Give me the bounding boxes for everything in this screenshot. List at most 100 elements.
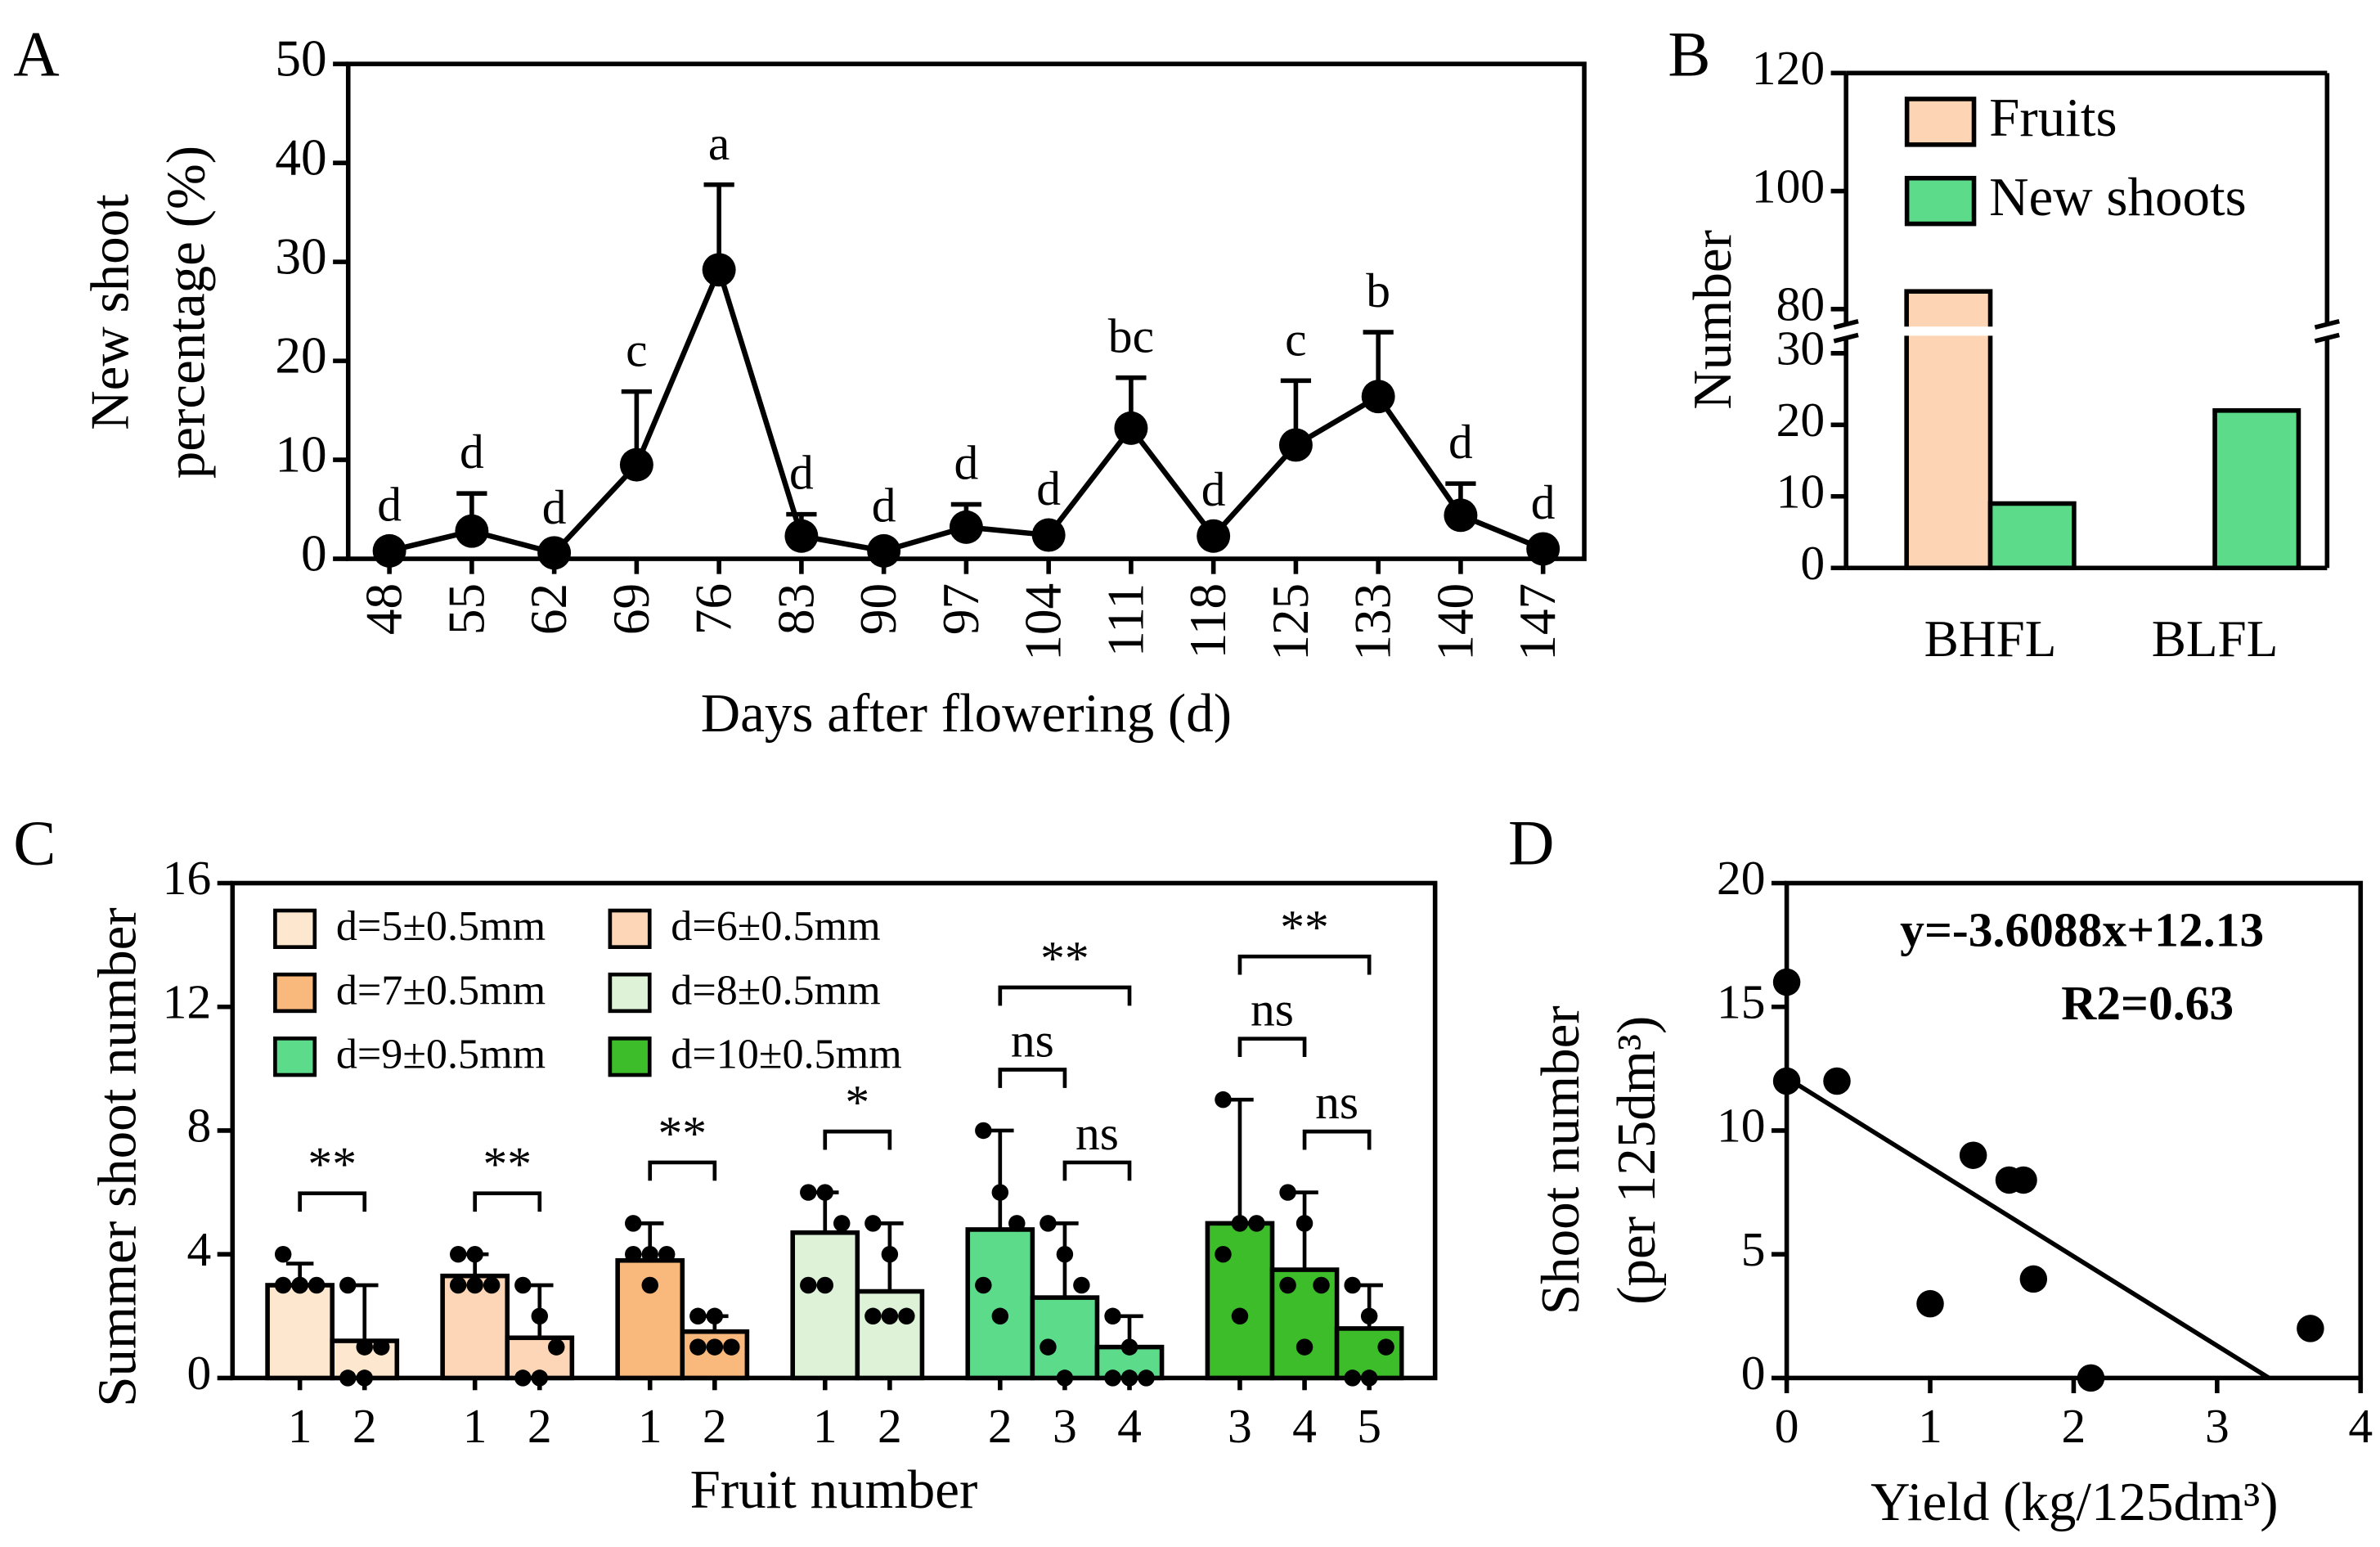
x-tick-label: 104	[1015, 583, 1072, 661]
data-point	[372, 1338, 390, 1356]
bar	[1205, 1221, 1275, 1381]
x-tick-label: 3	[1053, 1399, 1077, 1453]
data-point	[1104, 1307, 1121, 1325]
break-mark	[1833, 319, 1859, 330]
data-point	[1231, 1307, 1249, 1325]
x-tick-label: 1	[1918, 1399, 1942, 1453]
y-tick-label: 20	[275, 327, 326, 385]
y-axis-title: Summer shoot number	[88, 907, 148, 1406]
x-axis-title: Fruit number	[690, 1459, 978, 1520]
x-tick-label: 1	[463, 1399, 487, 1453]
y-tick-label: 0	[1741, 1346, 1766, 1400]
x-tick-label: 1	[638, 1399, 662, 1453]
y-tick-label: 40	[275, 129, 326, 187]
x-tick-label: 140	[1426, 583, 1484, 661]
data-point	[372, 533, 406, 568]
data-point	[291, 1276, 308, 1294]
data-point	[1959, 1141, 1987, 1169]
break-mark	[1833, 332, 1859, 344]
significance-label: **	[483, 1137, 532, 1191]
data-point	[1040, 1215, 1057, 1232]
y-tick-label: 20	[1717, 851, 1766, 905]
data-point	[1138, 1369, 1155, 1387]
significance-bracket	[1237, 1037, 1307, 1058]
legend-label: d=6±0.5mm	[671, 903, 880, 950]
x-tick-label: 147	[1509, 583, 1566, 661]
legend-label: d=8±0.5mm	[671, 967, 880, 1014]
x-tick-label: 2	[528, 1399, 552, 1453]
x-tick-label: 4	[1292, 1399, 1317, 1453]
data-point	[1031, 518, 1066, 552]
x-tick-label: 3	[1228, 1399, 1252, 1453]
y-axis-title: Shoot number	[1530, 1005, 1591, 1315]
data-point	[1361, 380, 1395, 414]
bar	[965, 1227, 1035, 1381]
panel-label: B	[1668, 18, 1710, 89]
significance-letter: d	[460, 425, 484, 479]
x-tick-label: 2	[353, 1399, 377, 1453]
x-axis-title: Days after flowering (d)	[701, 683, 1232, 744]
data-point	[466, 1245, 483, 1263]
data-point	[975, 1276, 992, 1294]
data-point	[1313, 1276, 1330, 1294]
y-tick-label: 80	[1776, 277, 1825, 331]
data-point	[1279, 1276, 1296, 1294]
data-point	[339, 1276, 357, 1294]
data-point	[514, 1276, 532, 1294]
significance-label: ns	[1251, 983, 1294, 1037]
data-point	[1114, 411, 1148, 445]
data-point	[816, 1276, 834, 1294]
bar	[1030, 1295, 1100, 1381]
data-point	[308, 1276, 326, 1294]
significance-label: ns	[1011, 1013, 1054, 1067]
x-axis-title: Yield (kg/125dm³)	[1870, 1472, 2278, 1532]
x-tick-label: 4	[2348, 1399, 2373, 1453]
significance-letter: d	[1036, 461, 1061, 515]
data-point	[1296, 1215, 1313, 1232]
x-tick-label: BLFL	[2152, 610, 2279, 668]
x-tick-label: 2	[988, 1399, 1013, 1453]
x-tick-label: 111	[1097, 583, 1154, 657]
legend-label: d=9±0.5mm	[336, 1032, 546, 1078]
panel-label: A	[13, 18, 59, 89]
y-tick-label: 15	[1717, 974, 1766, 1028]
data-point	[449, 1276, 467, 1294]
x-tick-label: 5	[1357, 1399, 1381, 1453]
significance-label: **	[1040, 931, 1089, 985]
y-tick-label: 100	[1752, 159, 1825, 213]
x-tick-label: 1	[288, 1399, 312, 1453]
significance-letter: d	[1201, 462, 1226, 516]
significance-label: **	[308, 1137, 357, 1191]
axis-break-gap	[1815, 326, 2358, 336]
y-tick-label: 4	[186, 1222, 211, 1276]
legend-swatch	[608, 972, 652, 1014]
x-tick-label: 2	[703, 1399, 727, 1453]
data-point	[483, 1276, 501, 1294]
data-point	[1120, 1338, 1138, 1356]
legend-swatch	[1904, 175, 1977, 227]
y-tick-label: 10	[275, 426, 326, 483]
bar	[2212, 407, 2301, 571]
data-point	[1278, 428, 1313, 462]
x-tick-label: BHFL	[1924, 610, 2057, 668]
data-point	[449, 1245, 467, 1263]
data-point	[706, 1338, 724, 1356]
data-point	[1823, 1067, 1851, 1095]
y-tick-label: 120	[1752, 41, 1825, 95]
y-axis-title: Number	[1682, 230, 1743, 410]
data-point	[1772, 1067, 1801, 1095]
significance-bracket	[473, 1191, 542, 1212]
legend-label: New shoots	[1989, 167, 2247, 227]
y-tick-label: 20	[1776, 393, 1825, 447]
y-tick-label: 12	[163, 974, 212, 1028]
data-point	[1008, 1215, 1026, 1232]
y-tick-label: 0	[301, 525, 327, 582]
data-point	[706, 1307, 724, 1325]
data-point	[1526, 532, 1560, 566]
legend-label: d=10±0.5mm	[671, 1032, 901, 1078]
y-tick-label: 30	[1776, 321, 1825, 375]
data-point	[949, 510, 983, 544]
data-point	[800, 1276, 817, 1294]
significance-bracket	[298, 1191, 367, 1212]
